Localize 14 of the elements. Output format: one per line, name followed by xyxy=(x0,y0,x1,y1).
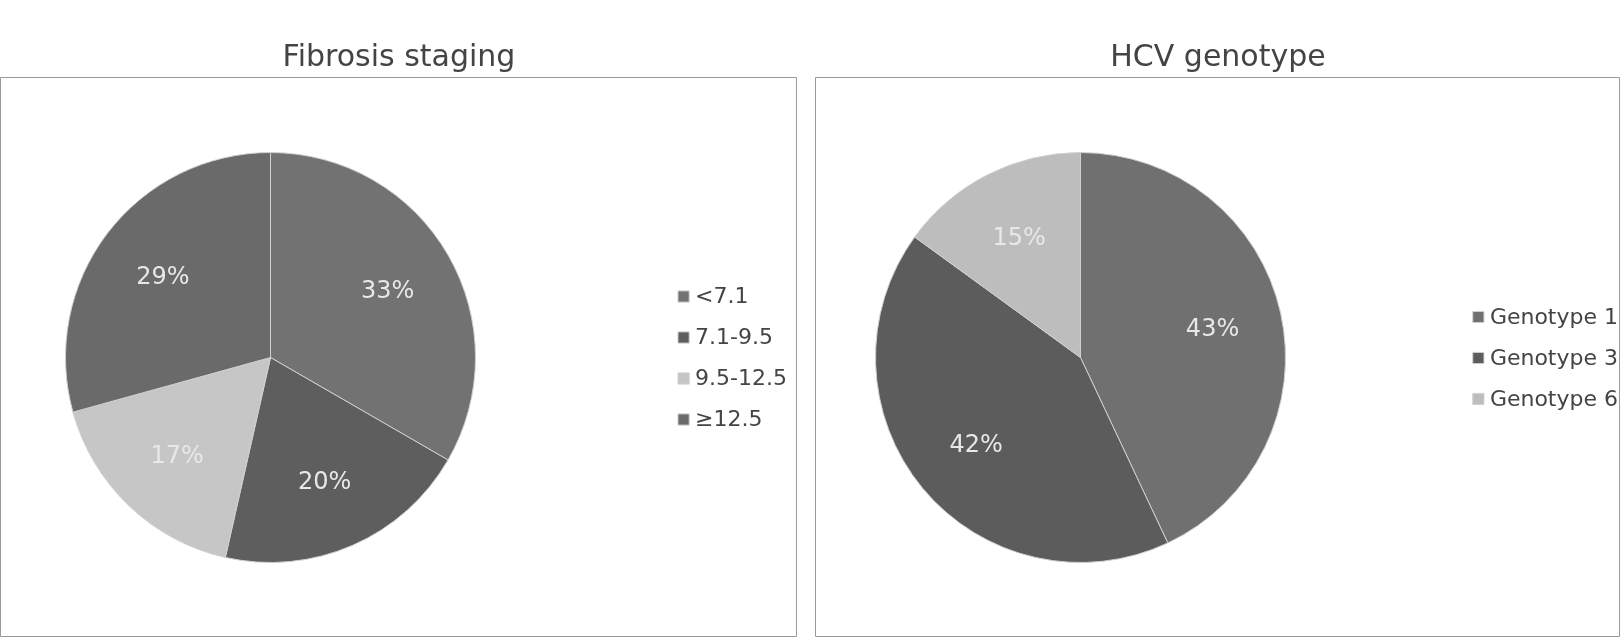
legend-label: ≥12.5 xyxy=(695,406,763,431)
chart-title: Fibrosis staging xyxy=(282,37,516,73)
legend-label: 7.1-9.5 xyxy=(695,324,773,349)
legend-label: <7.1 xyxy=(695,283,749,308)
data-label: 20% xyxy=(298,467,352,496)
legend-label: Genotype 1 xyxy=(1489,303,1618,329)
legend-label: Genotype 3 xyxy=(1489,344,1618,370)
data-label: 43% xyxy=(1185,313,1240,342)
data-label: 33% xyxy=(361,275,415,304)
legend-label: 9.5-12.5 xyxy=(695,365,787,390)
legend-label: Genotype 6 xyxy=(1489,385,1618,411)
data-label: 42% xyxy=(949,429,1003,458)
chart-title: HCV genotype xyxy=(1110,37,1326,73)
data-label: 29% xyxy=(136,261,190,290)
